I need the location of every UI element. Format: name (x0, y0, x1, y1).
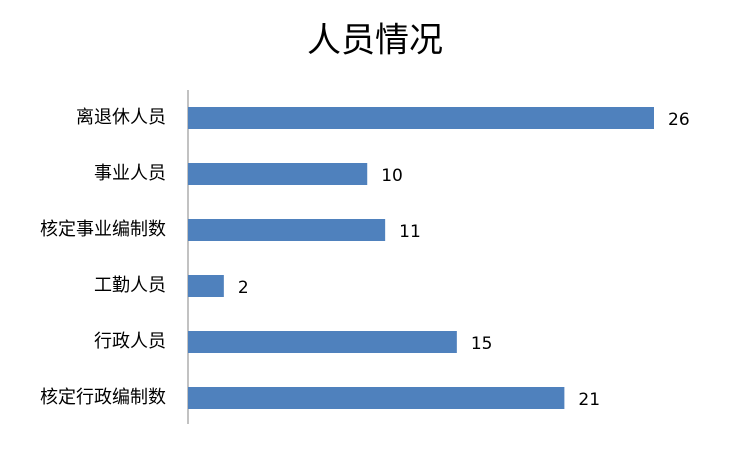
y-tick-label: 工勤人员 (94, 275, 166, 296)
y-tick-label: 核定事业编制数 (40, 219, 166, 240)
bar (188, 163, 368, 185)
bar (188, 331, 457, 353)
bar (188, 219, 386, 241)
value-label: 26 (668, 110, 690, 130)
bar (188, 107, 654, 129)
value-label: 11 (399, 222, 421, 242)
value-label: 2 (238, 278, 249, 298)
value-label: 21 (578, 390, 600, 410)
bar (188, 387, 565, 409)
value-label: 15 (471, 334, 493, 354)
y-tick-label: 核定行政编制数 (40, 387, 166, 408)
y-tick-label: 事业人员 (94, 163, 166, 184)
y-tick-label: 行政人员 (94, 331, 166, 352)
chart-title: 人员情况 (307, 21, 443, 61)
bar (188, 275, 224, 297)
y-tick-label: 离退休人员 (76, 107, 166, 128)
value-label: 10 (381, 166, 403, 186)
